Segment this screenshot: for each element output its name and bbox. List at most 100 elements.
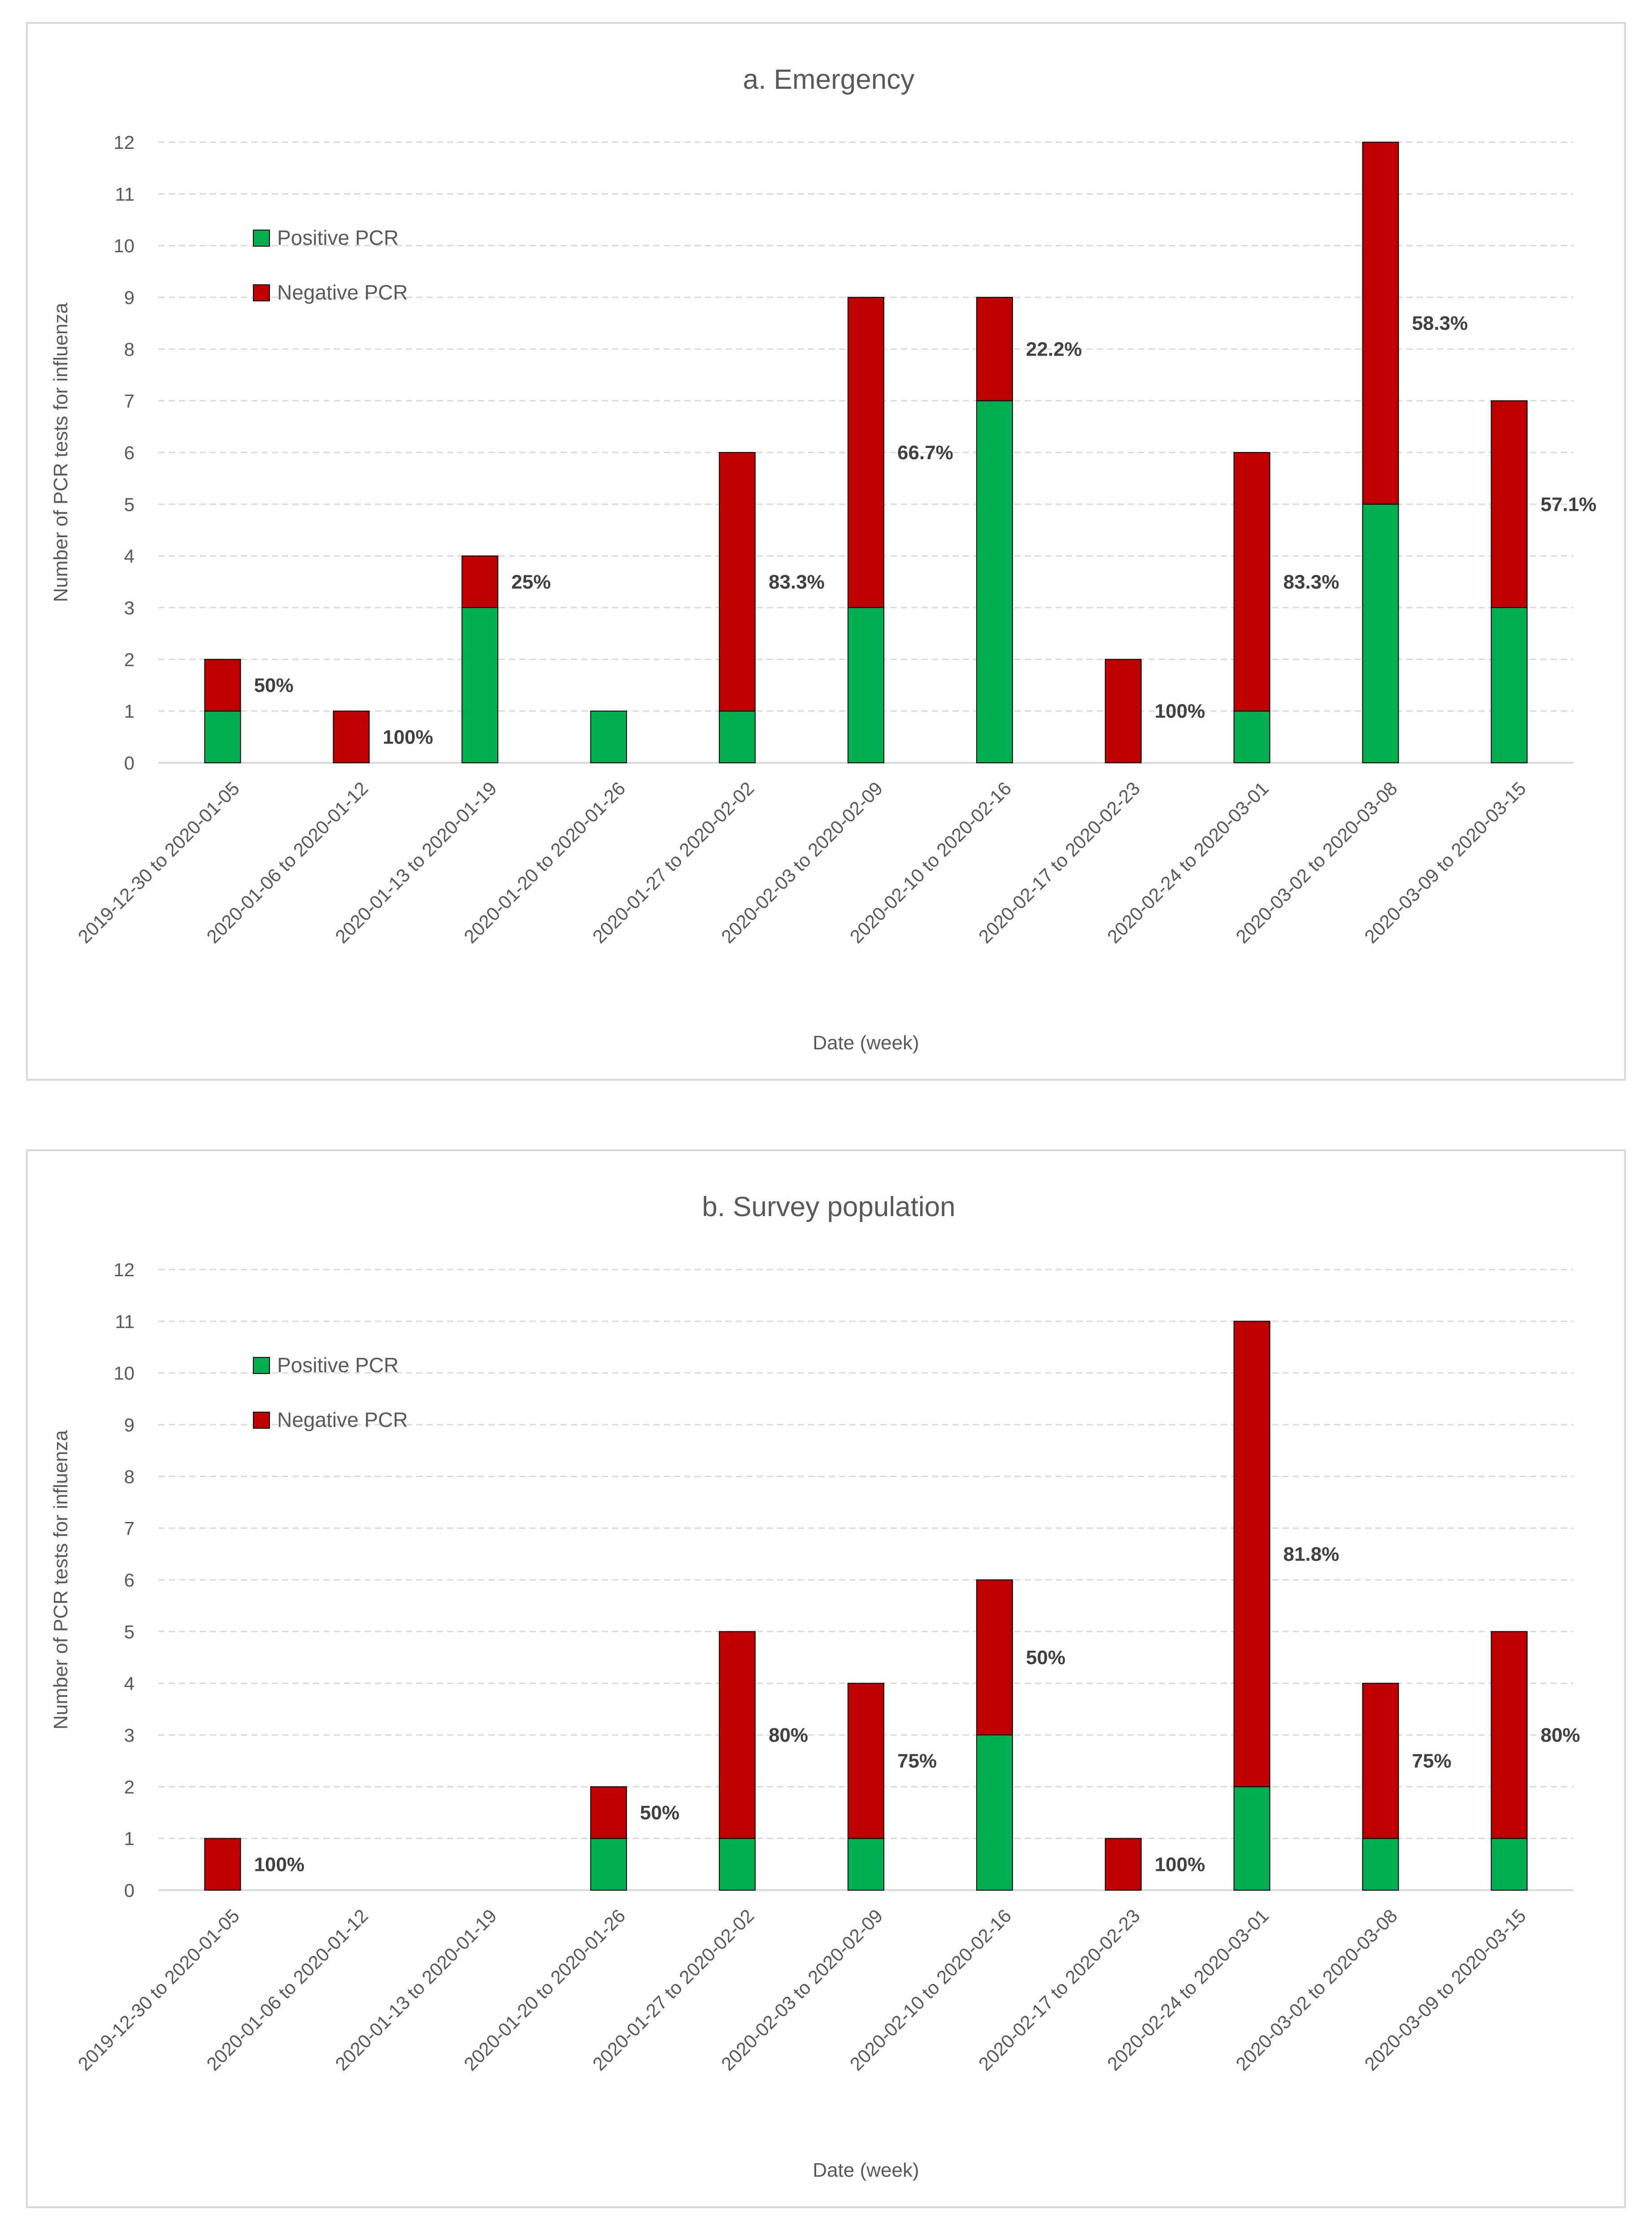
bar-negative-pcr (719, 1631, 756, 1839)
bar-positive-pcr (204, 710, 241, 763)
data-label: 25% (511, 571, 551, 593)
y-tick-label: 7 (124, 391, 135, 412)
data-label: 100% (383, 726, 433, 748)
bar-positive-pcr (1233, 1786, 1270, 1891)
bar-positive-pcr (719, 1838, 756, 1891)
bar-positive-pcr (1362, 1838, 1399, 1891)
bar-positive-pcr (848, 1838, 884, 1891)
legend-label-positive: Positive PCR (277, 1353, 399, 1377)
data-label: 57.1% (1541, 493, 1597, 515)
legend-label-negative: Negative PCR (277, 281, 408, 304)
data-label: 100% (1155, 700, 1205, 722)
y-tick-label: 10 (113, 235, 135, 257)
bar-negative-pcr (1104, 659, 1142, 764)
bar-negative-pcr (848, 1683, 884, 1839)
y-tick-label: 5 (124, 494, 135, 515)
data-label: 22.2% (1026, 338, 1082, 360)
x-axis-title: Date (week) (813, 2159, 919, 2181)
bar-negative-pcr (848, 297, 884, 608)
data-label: 81.8% (1283, 1543, 1339, 1565)
data-label: 50% (640, 1802, 679, 1824)
data-label: 83.3% (769, 571, 825, 593)
bar-positive-pcr (590, 710, 627, 763)
y-tick-label: 11 (115, 1311, 135, 1332)
bar-positive-pcr (719, 710, 756, 763)
y-tick-label: 3 (124, 597, 135, 618)
data-label: 100% (254, 1853, 304, 1875)
chart-survey-population: b. Survey population0123456789101112100%… (50, 1191, 1580, 2181)
chart-title: a. Emergency (743, 64, 915, 95)
bar-positive-pcr (1233, 710, 1270, 763)
y-tick-label: 0 (124, 1880, 135, 1901)
data-label: 83.3% (1283, 571, 1339, 593)
bar-positive-pcr (1362, 504, 1399, 764)
y-tick-label: 11 (115, 183, 135, 204)
bar-negative-pcr (333, 710, 370, 763)
chart-title: b. Survey population (702, 1191, 955, 1222)
bar-negative-pcr (204, 659, 241, 712)
chart-panel-survey-population: b. Survey population 0 1 2 3 4 5 6 7 8 9 10 11 12 100%… (26, 1149, 1626, 2208)
y-tick-label: 1 (124, 701, 135, 722)
y-tick-label: 7 (124, 1518, 135, 1539)
bar-positive-pcr (461, 607, 499, 763)
chart-panel-emergency: a. Emergency 0 1 2 3 4 5 6 7 8 9 10 11 12 50% 2019-12-3… (26, 22, 1626, 1081)
y-tick-label: 2 (124, 1776, 135, 1797)
bar-positive-pcr (1491, 607, 1528, 763)
y-tick-label: 6 (124, 442, 135, 463)
bar-negative-pcr (1104, 1838, 1142, 1891)
bar-negative-pcr (1491, 1631, 1528, 1839)
bar-negative-pcr (204, 1838, 241, 1891)
bar-negative-pcr (976, 297, 1013, 401)
y-tick-label: 9 (124, 1414, 135, 1435)
bar-negative-pcr (719, 452, 756, 712)
bar-negative-pcr (1491, 400, 1528, 609)
bar-positive-pcr (590, 1838, 627, 1891)
bar-negative-pcr (590, 1786, 627, 1839)
y-tick-label: 9 (124, 287, 135, 308)
y-tick-label: 1 (124, 1828, 135, 1849)
y-tick-label: 6 (124, 1570, 135, 1591)
bar-negative-pcr (976, 1579, 1013, 1735)
y-tick-label: 10 (113, 1363, 135, 1384)
y-tick-label: 4 (124, 546, 135, 567)
bar-positive-pcr (976, 400, 1013, 763)
y-axis-title: Number of PCR tests for influenza (50, 1430, 72, 1730)
y-tick-label: 5 (124, 1621, 135, 1642)
legend-label-positive: Positive PCR (277, 226, 399, 249)
data-label: 100% (1155, 1853, 1205, 1875)
data-label: 80% (1541, 1724, 1580, 1746)
y-tick-label: 0 (124, 752, 135, 774)
data-label: 50% (254, 674, 293, 696)
y-tick-label: 8 (124, 1466, 135, 1487)
legend-swatch-negative (253, 284, 270, 301)
y-axis-title: Number of PCR tests for influenza (50, 303, 72, 602)
legend: Positive PCR Negative PCR (253, 226, 408, 304)
bar-positive-pcr (976, 1735, 1013, 1891)
data-label: 50% (1026, 1647, 1065, 1669)
legend-label-negative: Negative PCR (277, 1408, 408, 1431)
y-tick-label: 3 (124, 1725, 135, 1746)
data-label: 66.7% (897, 442, 953, 464)
y-tick-label: 12 (113, 132, 135, 153)
data-label: 58.3% (1412, 313, 1468, 335)
data-label: 75% (1412, 1750, 1452, 1772)
chart-emergency: a. Emergency012345678910111250%2019-12-3… (50, 64, 1597, 1054)
data-label: 75% (897, 1750, 937, 1772)
legend-swatch-positive (253, 230, 270, 247)
bar-negative-pcr (461, 555, 499, 608)
y-tick-label: 12 (113, 1259, 135, 1280)
bar-negative-pcr (1362, 142, 1399, 505)
bar-negative-pcr (1233, 452, 1270, 712)
data-label: 80% (769, 1724, 808, 1746)
y-tick-label: 8 (124, 339, 135, 360)
legend-swatch-positive (253, 1357, 270, 1374)
bar-positive-pcr (848, 607, 884, 763)
x-axis-title: Date (week) (813, 1032, 919, 1054)
bar-positive-pcr (1491, 1838, 1528, 1891)
y-tick-label: 4 (124, 1673, 135, 1694)
y-tick-label: 2 (124, 649, 135, 670)
legend-swatch-negative (253, 1412, 270, 1429)
bar-negative-pcr (1362, 1683, 1399, 1839)
legend: Positive PCR Negative PCR (253, 1353, 408, 1431)
bar-negative-pcr (1233, 1321, 1270, 1787)
